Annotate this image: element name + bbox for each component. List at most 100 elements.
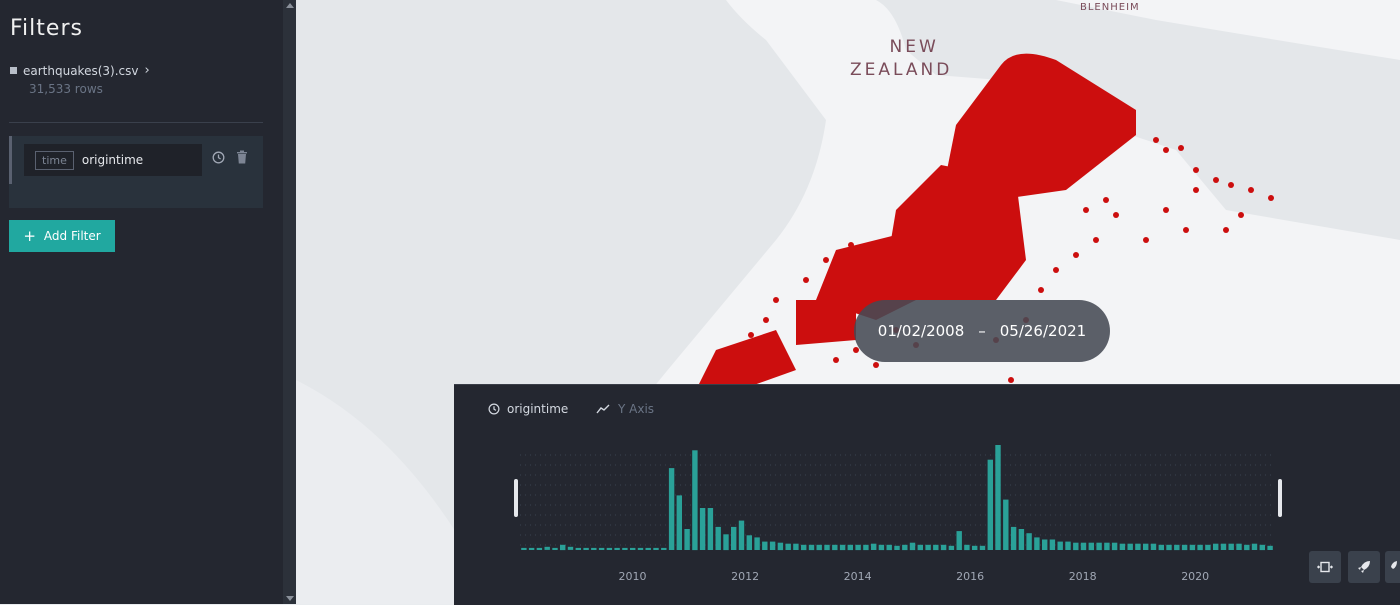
histogram-bar [871,543,877,550]
histogram-bar [808,544,815,551]
histogram-bar [1220,543,1227,550]
histogram-bar [824,544,830,551]
range-handle-end[interactable] [1278,479,1282,517]
trash-icon[interactable] [236,150,248,164]
y-axis-selector[interactable]: Y Axis [596,402,654,416]
histogram-bar [606,547,613,550]
axis-tick-label: 2010 [619,570,647,583]
country-label-line1: NEW [889,37,939,57]
filter-field-select[interactable]: time origintime [24,144,202,176]
histogram-bar [575,547,581,550]
histogram-bar [552,547,558,550]
scroll-down-arrow[interactable] [286,596,294,601]
histogram-bar [1213,543,1219,550]
histogram-bar [777,542,784,551]
histogram-bar [1010,526,1017,550]
histogram-bar [536,547,543,550]
histogram-bar [723,534,729,551]
scroll-up-arrow[interactable] [286,3,294,8]
histogram-bar [738,520,745,550]
histogram-bar [583,547,589,550]
expand-button[interactable] [1309,551,1341,583]
filters-sidebar: Filters earthquakes(3).csv › 31,533 rows… [0,0,296,604]
histogram-bar [1018,529,1025,550]
filter-field-name: origintime [81,153,144,167]
histogram-bar [902,544,908,551]
histogram-bar [1042,539,1048,550]
histogram-bar [637,547,644,550]
time-widget-panel: origintime Y Axis 2010 2012 2014 2016 2018 20… [454,384,1400,605]
histogram-bar [948,545,955,550]
settings-button[interactable] [1385,551,1400,583]
histogram-bar [544,546,550,550]
time-field-selector[interactable]: origintime [488,402,568,416]
dataset-name: earthquakes(3).csv [23,63,139,78]
histogram-bar [894,545,900,550]
histogram-bar [754,537,760,550]
add-filter-button[interactable]: + Add Filter [9,220,115,252]
histogram-bar [793,543,799,550]
histogram-bar [972,545,978,550]
line-chart-icon [596,404,610,414]
histogram-bar [1267,545,1273,550]
country-label-line2: ZEALAND [850,60,953,80]
histogram-bar [785,543,791,550]
dataset-rows: 31,533 rows [29,82,103,96]
histogram-bar [1228,543,1234,550]
histogram-bar [987,459,993,550]
histogram-bar [1026,533,1032,550]
histogram-bar [1080,542,1087,551]
histogram-bar [731,526,737,550]
axis-tick-label: 2020 [1181,570,1209,583]
histogram-bar [567,546,574,550]
drag-handle[interactable] [9,136,12,184]
expand-icon [1317,561,1333,573]
histogram-bar [1135,543,1141,550]
histogram-bar [956,531,962,550]
range-handle-start[interactable] [514,479,518,517]
histogram-bar [528,547,535,550]
histogram-bar [1189,544,1196,551]
add-filter-label: Add Filter [43,229,101,243]
histogram-bar [1065,541,1071,550]
histogram-bar [933,544,939,551]
animate-button[interactable] [1348,551,1380,583]
histogram-bar [699,508,706,550]
histogram-bar [692,450,698,551]
histogram-bar [591,547,597,550]
histogram-bar [995,445,1001,550]
histogram-bar [1174,544,1180,551]
histogram-bar [645,547,651,550]
histogram-bar [684,529,690,550]
histogram-bar [762,541,768,550]
histogram-bar [614,547,620,550]
histogram-bar [940,544,947,551]
histogram-bar [1034,537,1040,550]
histogram-bar [863,544,869,551]
y-axis-label: Y Axis [618,402,655,416]
histogram-chart[interactable]: 2010 2012 2014 2016 2018 2020 [454,385,1400,605]
histogram-bar [598,547,605,550]
histogram-bar [630,547,636,550]
time-range-separator: – [978,322,986,340]
axis-tick-label: 2012 [731,570,759,583]
earthquake-points [696,53,1274,395]
histogram-bar [1096,542,1102,551]
histogram-bar [816,544,822,551]
axis-tick-label: 2014 [844,570,872,583]
histogram-bar [653,547,659,550]
dataset-selector[interactable]: earthquakes(3).csv › [10,63,150,78]
clock-icon[interactable] [212,151,225,164]
histogram-bar [1244,544,1250,551]
histogram-bar [1158,544,1164,551]
histogram-bar [1259,544,1265,551]
histogram-bar [1003,499,1009,550]
histogram-bar [909,542,916,551]
histogram-bar [878,544,885,551]
histogram-bar [1143,543,1149,550]
sidebar-scrollbar[interactable] [283,0,296,604]
divider [9,122,263,123]
histogram-bar [746,535,752,550]
axis-tick-label: 2018 [1069,570,1097,583]
histogram-bar [1111,542,1118,551]
